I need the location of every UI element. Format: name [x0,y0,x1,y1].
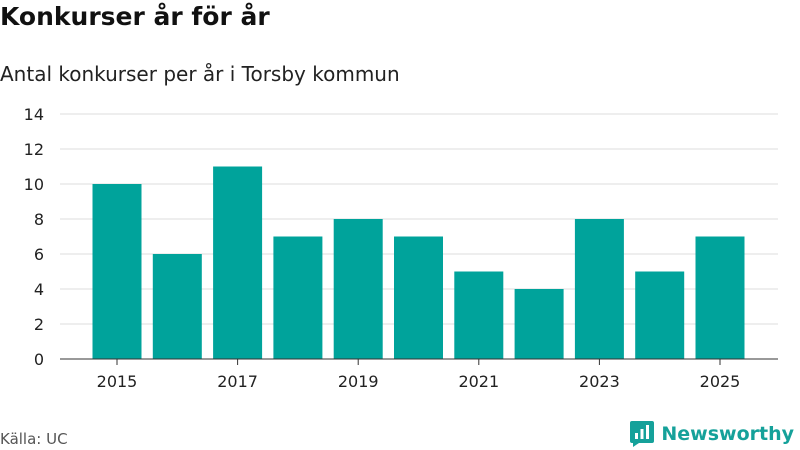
y-tick-label: 14 [24,105,44,124]
bar [394,236,443,359]
newsworthy-logo-icon [630,421,655,447]
y-tick-label: 2 [34,315,44,334]
x-tick-label: 2015 [97,372,138,391]
y-tick-label: 10 [24,175,44,194]
bar [695,236,745,359]
y-tick-label: 8 [34,210,44,229]
bar [635,271,685,359]
y-tick-label: 0 [34,350,44,369]
x-tick-label: 2019 [338,372,379,391]
bar [152,254,202,359]
x-tick-label: 2017 [217,372,258,391]
bar-chart: 0 2 4 6 8 10 12 14 2015 2017 2019 2021 2023 2025 [24,105,778,391]
x-tick-label: 2021 [458,372,499,391]
chart-title: Konkurser år för år [0,2,270,31]
x-tick-label: 2023 [579,372,620,391]
y-tick-label: 6 [34,245,44,264]
x-tick-label: 2025 [700,372,741,391]
bar [273,236,323,359]
bar [454,271,504,359]
bar [574,219,624,359]
y-tick-label: 12 [24,140,44,159]
bar [514,289,564,359]
y-tick-label: 4 [34,280,44,299]
chart-subtitle: Antal konkurser per år i Torsby kommun [0,62,400,86]
bar [213,166,263,359]
brand-name: Newsworthy [661,423,794,445]
brand-logo: Newsworthy [629,419,794,449]
bar [92,184,142,359]
bar [333,219,383,359]
source-note: Källa: UC [0,430,68,448]
